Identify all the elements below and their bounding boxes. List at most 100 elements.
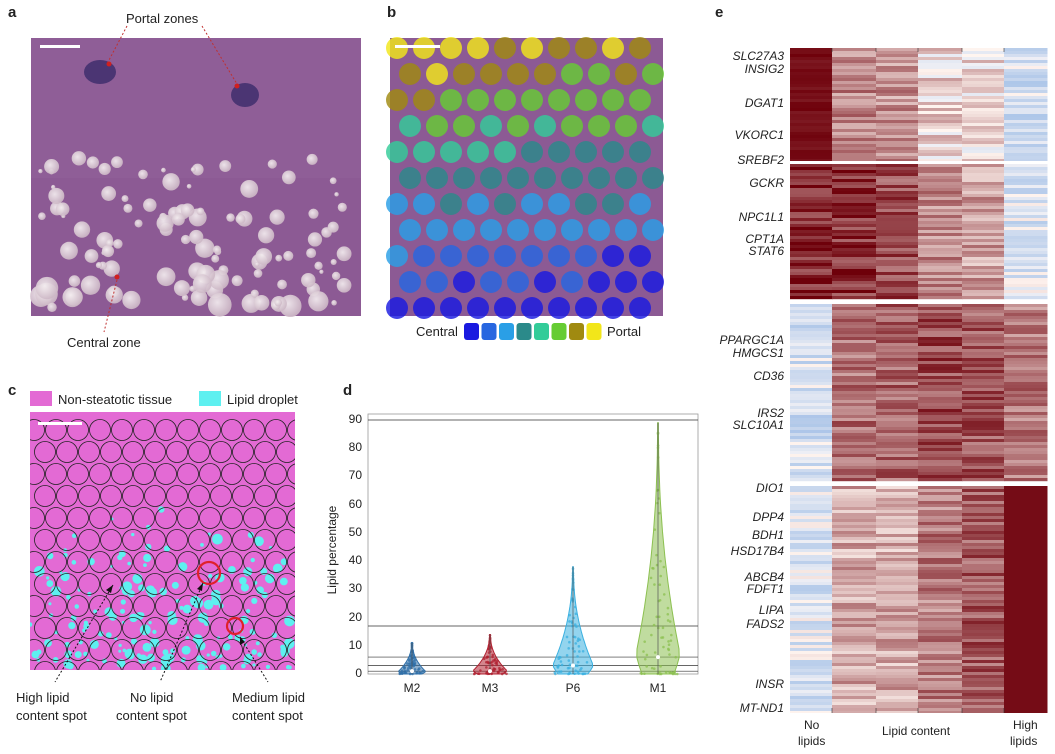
heatmap-cell: [876, 117, 919, 121]
heatmap-cell: [918, 412, 963, 416]
zonation-spot: [440, 37, 462, 59]
heatmap-cell: [832, 230, 877, 234]
heatmap-cell: [962, 153, 1005, 157]
heatmap-cell: [1004, 648, 1048, 652]
zonation-spot: [480, 271, 502, 293]
heatmap-cell: [1004, 266, 1048, 270]
heatmap-cell: [876, 87, 919, 91]
heatmap-cell: [876, 540, 919, 544]
heatmap-cell: [918, 654, 963, 658]
heatmap-cell: [876, 624, 919, 628]
heatmap-cell: [876, 355, 919, 359]
heatmap-cell: [790, 663, 833, 667]
heatmap-cell: [876, 153, 919, 157]
heatmap-cell: [962, 123, 1005, 127]
heatmap-cell: [832, 531, 877, 535]
heatmap-cell: [918, 525, 963, 529]
heatmap-cell: [962, 636, 1005, 640]
heatmap-cell: [876, 120, 919, 124]
heatmap-cell: [876, 203, 919, 207]
data-point: [419, 671, 423, 675]
heatmap-cell: [790, 84, 833, 88]
plot-frame: [367, 413, 699, 675]
lipid-region-mark: [36, 649, 42, 655]
heatmap-cell: [918, 684, 963, 688]
heatmap-cell: [832, 188, 877, 192]
spot-outline: [299, 618, 320, 639]
spot-outline: [100, 485, 122, 507]
heatmap-cell: [832, 284, 877, 288]
heatmap-cell: [832, 576, 877, 580]
heatmap-cell: [832, 624, 877, 628]
portal-zones-label: Portal zones: [126, 11, 199, 26]
data-point: [575, 625, 578, 628]
heatmap-cell: [832, 489, 877, 493]
heatmap-cell: [832, 278, 877, 282]
heatmap-cell: [790, 156, 833, 160]
heatmap-cell: [832, 370, 877, 374]
heatmap-cell: [790, 669, 833, 673]
heatmap-cell: [876, 215, 919, 219]
heatmap-cell: [962, 296, 1005, 300]
heatmap-cell: [962, 397, 1005, 401]
lipid-region-mark: [260, 567, 268, 575]
heatmap-cell: [790, 711, 833, 713]
zonation-spot: [534, 167, 556, 189]
heatmap-cell: [832, 209, 877, 213]
tissue-legend-swatch: [30, 391, 52, 406]
heatmap-cell: [876, 460, 919, 464]
heatmap-cell: [876, 705, 919, 709]
heatmap-cell: [962, 528, 1005, 532]
heatmap-cell: [918, 293, 963, 297]
heatmap-cell: [832, 224, 877, 228]
heatmap-cell: [962, 612, 1005, 616]
lipid-region-mark: [179, 605, 184, 610]
lipid-droplet-mark: [331, 271, 341, 281]
spot-outline: [30, 551, 45, 573]
heatmap-cell: [962, 206, 1005, 210]
heatmap-cell: [1004, 534, 1048, 538]
heatmap-cell: [876, 304, 919, 308]
lipid-region-mark: [74, 651, 82, 659]
heatmap-cell: [832, 669, 877, 673]
heatmap-cell: [1004, 439, 1048, 443]
heatmap-cell: [1004, 403, 1048, 407]
lipid-region-mark: [120, 599, 126, 605]
lipid-region-mark: [71, 560, 77, 565]
zonation-spot: [602, 245, 624, 267]
zonation-spot: [588, 115, 610, 137]
heatmap-cell: [876, 445, 919, 449]
heatmap-cell: [790, 93, 833, 97]
lipid-region-mark: [287, 665, 292, 670]
heatmap-cell: [876, 636, 919, 640]
data-point: [581, 672, 584, 676]
heatmap-cell: [832, 445, 877, 449]
heatmap-cell: [876, 182, 919, 186]
heatmap-cell: [790, 325, 833, 329]
heatmap-cell: [918, 475, 963, 479]
heatmap-cell: [876, 221, 919, 225]
heatmap-cell: [790, 90, 833, 94]
heatmap-cell: [962, 696, 1005, 700]
heatmap-cell: [918, 534, 963, 538]
lipid-droplet-mark: [161, 167, 166, 173]
heatmap-cell: [832, 81, 877, 85]
heatmap-cell: [962, 63, 1005, 67]
heatmap-cell: [790, 516, 833, 520]
heatmap-cell: [832, 159, 877, 163]
heatmap-cell: [876, 78, 919, 82]
gene-label: HSD17B4: [730, 544, 784, 558]
heatmap-cell: [790, 215, 833, 219]
heatmap-cell: [876, 370, 919, 374]
heatmap-cell: [962, 129, 1005, 133]
heatmap-cell: [790, 343, 833, 347]
heatmap-cell: [1004, 337, 1048, 341]
heatmap-cell: [876, 230, 919, 234]
heatmap-cell: [918, 346, 963, 350]
heatmap-cell: [1004, 221, 1048, 225]
heatmap-cell: [962, 215, 1005, 219]
zone-color-legend: [464, 323, 602, 340]
gene-label: FADS2: [746, 617, 784, 631]
heatmap-cell: [962, 352, 1005, 356]
heatmap-cell: [832, 573, 877, 577]
